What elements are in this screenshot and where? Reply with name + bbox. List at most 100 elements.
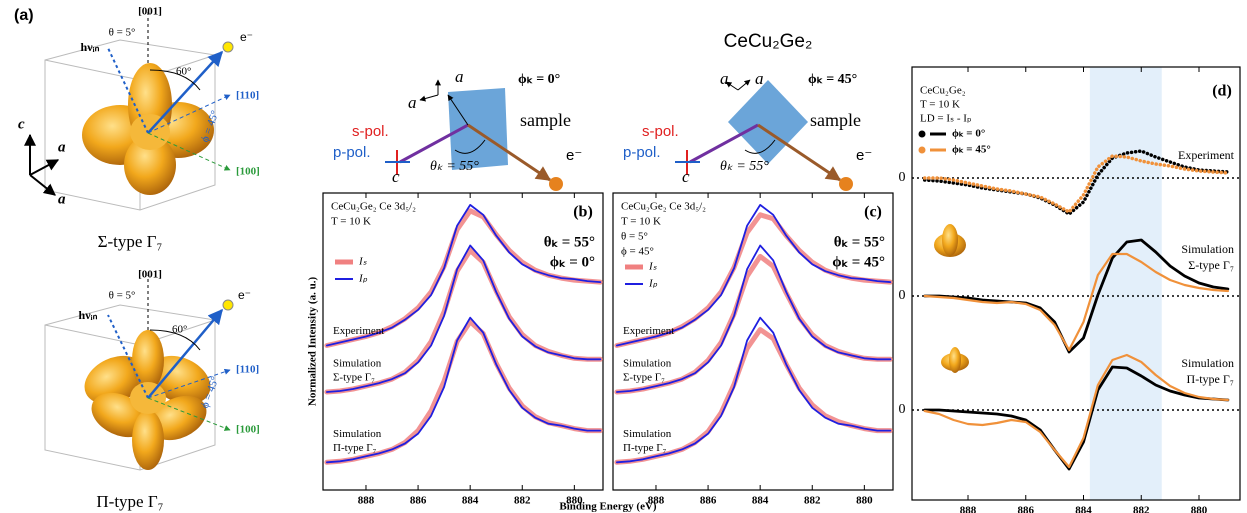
legend-label: Iₚ: [358, 273, 368, 285]
shaded-band: [1089, 67, 1162, 500]
axis-label: [001]: [138, 269, 162, 281]
angle-label: θ = 5°: [109, 27, 136, 39]
info-text: θ = 5°: [621, 231, 648, 243]
photon-label: hνᵢₙ: [81, 40, 100, 54]
info-text: T = 10 K: [621, 216, 661, 228]
figure-title: CeCu₂Ge₂: [724, 31, 813, 52]
polarization-label: p-pol.: [333, 144, 371, 161]
x-tick-label: 886: [410, 495, 427, 507]
axis-letter: c: [18, 116, 25, 132]
electron-label: e⁻: [240, 30, 253, 44]
legend-marker: [918, 130, 926, 138]
direction-label: [100]: [236, 424, 260, 436]
info-text: CeCu₂Ge₂: [920, 85, 966, 97]
curve-label: Σ-type Γ₇: [1188, 258, 1234, 272]
x-tick-label: 884: [752, 495, 769, 507]
legend-label: Iₛ: [358, 256, 368, 268]
panel-label: (a): [14, 7, 34, 24]
axis-letter: a: [58, 139, 66, 155]
orbital-bottom: [44, 275, 234, 471]
x-tick-label: 880: [566, 495, 583, 507]
x-tick-label: 888: [960, 505, 977, 513]
legend-label: Iₛ: [648, 261, 658, 273]
x-tick-label: 886: [1018, 505, 1035, 513]
curve-label: Simulation: [333, 428, 382, 440]
info-text: CeCu₂Ge₂ Ce 3d₅/₂: [621, 201, 706, 213]
legend-label: ϕₖ = 0°: [952, 128, 985, 140]
schematic: [385, 79, 563, 191]
sample-label: sample: [520, 110, 571, 130]
spectrum-line: [616, 316, 892, 464]
x-tick-label: 888: [358, 495, 375, 507]
curve-label: Experiment: [1178, 148, 1235, 162]
angle-label: 60°: [172, 324, 187, 336]
curve-label: Π-type Γ₇: [333, 442, 377, 454]
curve-label: Experiment: [623, 325, 674, 337]
curve-label: Simulation: [623, 428, 672, 440]
angle-label: ϕₖ = 0°: [550, 254, 595, 270]
panel-label: (d): [1212, 83, 1232, 100]
axis-letter: c: [682, 167, 690, 186]
electron-label: e⁻: [566, 147, 582, 164]
curve-label: Π-type Γ₇: [1187, 372, 1234, 386]
info-text: CeCu₂Ge₂ Ce 3d₅/₂: [331, 201, 416, 213]
panel-label: (b): [573, 204, 593, 221]
spectrum-line: [922, 154, 1230, 214]
direction-label: [110]: [236, 364, 259, 376]
curve-label: Σ-type Γ₇: [623, 372, 665, 384]
x-tick-label: 882: [804, 495, 821, 507]
spectrum-line: [923, 353, 1229, 469]
mini-orbitals: [934, 224, 969, 373]
angle-label: θ = 5°: [109, 290, 136, 302]
angle-label: θₖ = 55°: [834, 234, 885, 250]
x-tick-label: 882: [514, 495, 531, 507]
curve-label: Simulation: [1181, 242, 1234, 256]
legend-marker: [918, 146, 926, 154]
y-axis-title: Normalized Intensity (a. u.): [307, 277, 319, 407]
curve-label: Simulation: [333, 358, 382, 370]
y-tick-label: 0: [899, 170, 906, 185]
electron-label: e⁻: [238, 288, 251, 302]
spectrum-line: [923, 365, 1230, 471]
axis-letter: a: [720, 69, 729, 88]
axis-letter: a: [408, 93, 417, 112]
curve-label: Simulation: [1181, 356, 1234, 370]
y-tick-label: 0: [899, 288, 906, 303]
panel-label: (c): [864, 204, 882, 221]
x-tick-label: 888: [648, 495, 665, 507]
angle-label: ϕₖ = 0°: [518, 72, 560, 87]
x-tick-label: 884: [1075, 505, 1092, 513]
x-tick-label: 886: [700, 495, 717, 507]
axis-letter: a: [755, 69, 764, 88]
curve-label: Π-type Γ₇: [623, 442, 667, 454]
direction-label: [110]: [236, 90, 259, 102]
angle-label: θₖ = 55°: [544, 234, 595, 250]
curve-label: Experiment: [333, 325, 384, 337]
orbital-top: [24, 10, 234, 211]
info-text: T = 10 K: [920, 99, 960, 111]
plot-frame: [612, 192, 894, 491]
spectrum-line: [616, 204, 892, 347]
caption: Σ-type Γ₇: [98, 232, 163, 251]
spectrum-line: [923, 238, 1230, 354]
spectrum-line: [326, 316, 602, 464]
angle-label: ϕₖ = 45°: [808, 72, 857, 87]
curve-label: Simulation: [623, 358, 672, 370]
spectrum-line: [326, 204, 602, 347]
sample-label: sample: [810, 110, 861, 130]
direction-label: [100]: [236, 166, 260, 178]
x-tick-label: 880: [1191, 505, 1208, 513]
axis-label: [001]: [138, 6, 162, 18]
electron-label: e⁻: [856, 147, 872, 164]
y-tick-label: 0: [899, 402, 906, 417]
angle-label: θₖ = 55°: [720, 159, 769, 174]
legend-label: Iₚ: [648, 278, 658, 290]
polarization-label: p-pol.: [623, 144, 661, 161]
axis-letter: a: [455, 67, 464, 86]
plot-frame: [322, 192, 604, 491]
info-text: ϕ = 45°: [621, 246, 654, 258]
photon-label: hνᵢₙ: [79, 308, 98, 322]
x-tick-label: 880: [856, 495, 873, 507]
spectrum-line: [326, 244, 602, 393]
